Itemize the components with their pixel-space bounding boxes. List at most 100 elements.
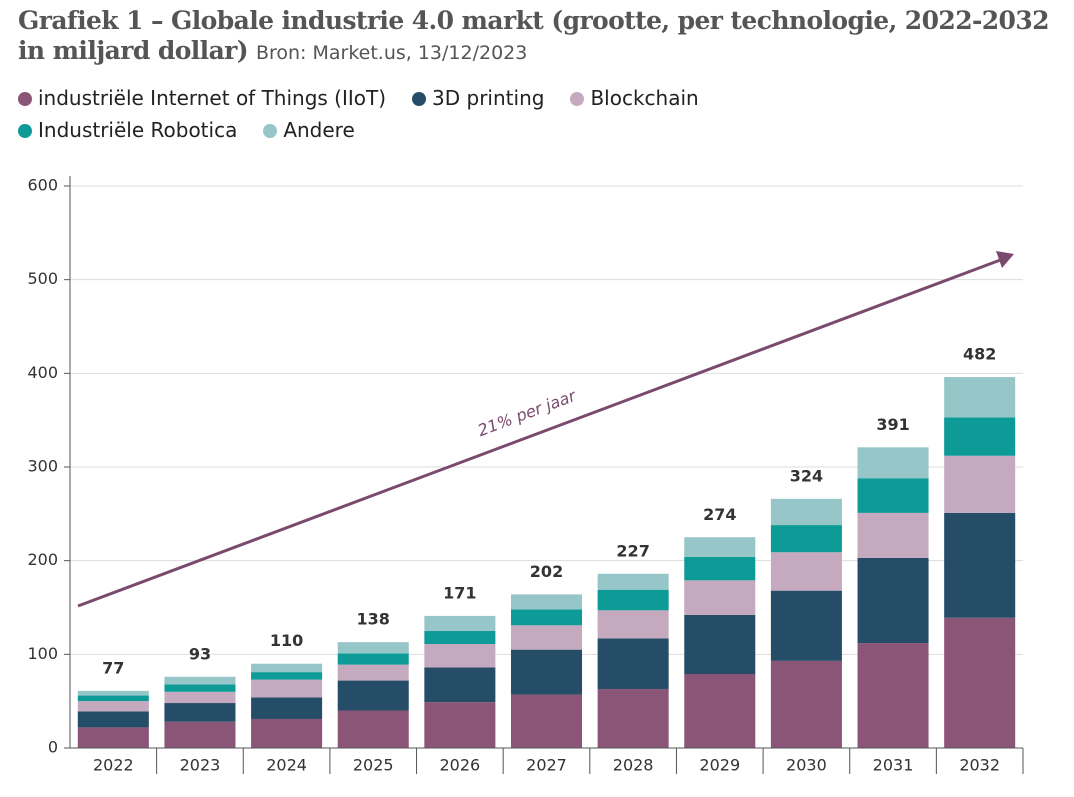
- bar-segment: [164, 684, 236, 692]
- bar-segment: [424, 667, 496, 703]
- bar-segment: [684, 556, 756, 581]
- bar-segment: [251, 697, 323, 719]
- bar-segment: [424, 615, 496, 631]
- bar-segment: [164, 676, 236, 685]
- bar-segment: [597, 573, 669, 590]
- total-label: 482: [963, 345, 996, 364]
- legend-swatch: [570, 92, 585, 106]
- bar-segment: [770, 525, 842, 553]
- total-label: 93: [189, 644, 211, 663]
- x-tick-label: 2022: [93, 756, 134, 775]
- bar-segment: [770, 590, 842, 661]
- x-tick-label: 2027: [526, 756, 567, 775]
- total-label: 391: [876, 415, 909, 434]
- chart-title: Grafiek 1 – Globale industrie 4.0 markt …: [18, 6, 1050, 65]
- bar-segment: [770, 660, 842, 748]
- bar-segment: [684, 674, 756, 748]
- bar-segment: [337, 653, 409, 665]
- bar-segment: [77, 695, 149, 702]
- bar-segment: [770, 498, 842, 526]
- bar-segment: [77, 701, 149, 712]
- bar-segment: [944, 417, 1016, 456]
- total-label: 324: [790, 466, 823, 485]
- legend-swatch: [412, 92, 427, 106]
- bar-segment: [944, 455, 1016, 513]
- legend-item: 3D printing: [412, 86, 544, 110]
- legend-label: 3D printing: [432, 86, 545, 110]
- x-tick-label: 2031: [873, 756, 914, 775]
- x-tick-label: 2030: [786, 756, 827, 775]
- x-tick-label: 2023: [180, 756, 221, 775]
- bar-segment: [337, 664, 409, 681]
- bar-segment: [77, 711, 149, 728]
- y-tick-label: 500: [27, 269, 58, 288]
- bar-segment: [251, 679, 323, 698]
- y-tick-label: 400: [27, 363, 58, 382]
- title-block: Grafiek 1 – Globale industrie 4.0 markt …: [18, 6, 1058, 68]
- bar-segment: [251, 672, 323, 680]
- bar-segment: [857, 643, 929, 748]
- total-label: 202: [530, 562, 563, 581]
- annotation: 21% per jaar: [475, 386, 579, 441]
- bar-segment: [510, 594, 583, 610]
- legend-item: industriële Internet of Things (IIoT): [18, 86, 386, 110]
- y-tick-label: 200: [27, 550, 58, 569]
- bar-segment: [510, 609, 583, 626]
- total-label: 77: [102, 658, 124, 677]
- bar-segment: [857, 557, 929, 644]
- bar-segment: [857, 478, 929, 513]
- legend: industriële Internet of Things (IIoT) 3D …: [18, 86, 778, 150]
- bar-segment: [337, 710, 409, 748]
- bar-segment: [684, 614, 756, 675]
- x-tick-label: 2025: [353, 756, 394, 775]
- chart-subtitle: Bron: Market.us, 13/12/2023: [255, 42, 528, 64]
- bar-segment: [424, 644, 496, 668]
- x-tick-label: 2028: [613, 756, 654, 775]
- total-label: 171: [443, 583, 476, 602]
- bar-segment: [77, 690, 149, 696]
- y-tick-label: 0: [48, 738, 58, 757]
- x-tick-label: 2026: [440, 756, 481, 775]
- legend-item: Andere: [263, 118, 355, 142]
- bar-segment: [424, 702, 496, 748]
- total-label: 274: [703, 505, 736, 524]
- legend-swatch: [18, 124, 32, 138]
- total-label: 227: [616, 541, 649, 560]
- trend-arrow: [77, 257, 1004, 608]
- legend-label: Blockchain: [590, 86, 699, 110]
- x-tick-label: 2024: [266, 756, 307, 775]
- bar-segment: [944, 512, 1016, 618]
- total-label: 110: [270, 631, 303, 650]
- bar-segment: [770, 552, 842, 591]
- bar-segment: [857, 512, 929, 558]
- x-tick-label: 2029: [699, 756, 740, 775]
- bar-segment: [510, 649, 583, 695]
- bar-segment: [597, 589, 669, 611]
- legend-label: Andere: [283, 118, 355, 142]
- legend-item: Blockchain: [570, 86, 699, 110]
- bar-segment: [424, 630, 496, 645]
- total-label: 138: [357, 610, 390, 629]
- y-tick-label: 300: [27, 457, 58, 476]
- bar-segment: [597, 638, 669, 689]
- bar-segment: [510, 694, 583, 748]
- bar-segment: [164, 703, 236, 722]
- bar-segment: [251, 718, 323, 748]
- bar-segment: [684, 580, 756, 615]
- bar-segment: [597, 688, 669, 748]
- y-tick-label: 600: [27, 176, 58, 195]
- legend-swatch: [18, 92, 32, 106]
- bar-segment: [597, 610, 669, 639]
- bar-segment: [944, 617, 1016, 748]
- bar-segment: [510, 625, 583, 650]
- bar-segment: [77, 727, 149, 748]
- y-tick-label: 100: [27, 644, 58, 663]
- bar-segment: [684, 537, 756, 557]
- bar-segment: [164, 691, 236, 704]
- bar-segment: [857, 447, 929, 479]
- x-tick-label: 2032: [959, 756, 1000, 775]
- bar-segment: [337, 680, 409, 711]
- legend-item: Industriële Robotica: [18, 118, 237, 142]
- legend-label: industriële Internet of Things (IIoT): [38, 86, 387, 110]
